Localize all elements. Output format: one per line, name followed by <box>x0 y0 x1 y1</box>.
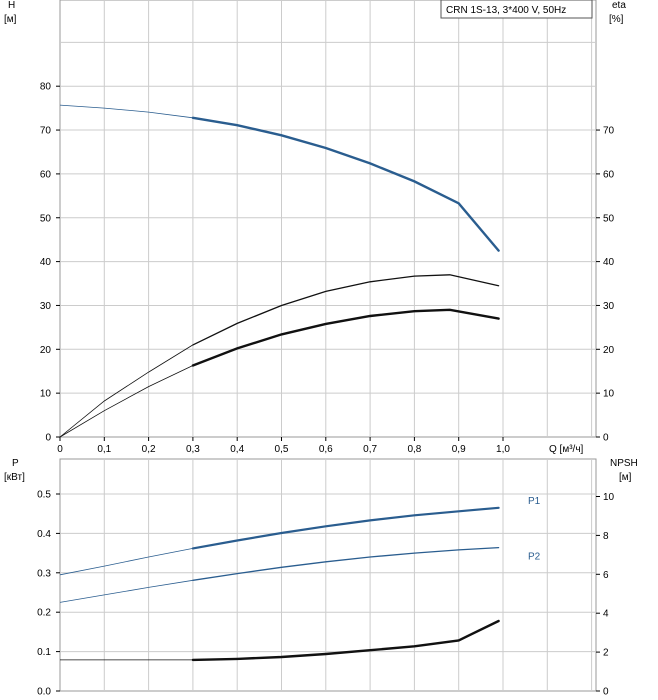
legend-box <box>440 0 593 19</box>
x-axis-label: Q [м³/ч] <box>549 444 584 455</box>
eta-total-curve-line-extrapolated <box>59 365 194 438</box>
eta-pump-curve-line <box>192 274 500 346</box>
left-tick-label: 60 <box>40 169 52 180</box>
x-tick-label: 0,5 <box>275 444 289 455</box>
x-tick-label: 0 <box>57 444 63 455</box>
left-tick-label: 40 <box>40 257 52 268</box>
right-tick-label: 40 <box>603 257 615 268</box>
left-tick-label: 0 <box>45 433 51 444</box>
p2-series-label: P2 <box>528 552 541 563</box>
right-tick-label: 30 <box>603 301 615 312</box>
npsh-tick-label: 8 <box>603 531 609 542</box>
x-tick-label: 0,4 <box>230 444 244 455</box>
right-tick-label: 20 <box>603 345 615 356</box>
npsh-tick-label: 6 <box>603 570 609 581</box>
left-tick-label: 50 <box>40 213 52 224</box>
power-tick-label: 0.1 <box>37 647 51 658</box>
left-tick-label: 80 <box>40 82 52 93</box>
bottom-plot-frame <box>59 458 597 692</box>
right-tick-label: 50 <box>603 213 615 224</box>
x-tick-label: 1,0 <box>496 444 510 455</box>
x-tick-label: 0,2 <box>142 444 156 455</box>
top-plot-frame <box>59 0 597 438</box>
head-curve-line <box>191 116 500 252</box>
x-tick-label: 0,6 <box>319 444 333 455</box>
x-tick-label: 0,3 <box>186 444 200 455</box>
left-axis-unit: [м] <box>4 14 17 25</box>
p1-series-label: P1 <box>528 496 541 507</box>
power-tick-label: 0.3 <box>37 568 51 579</box>
p1-curve-line-extrapolated <box>59 548 193 576</box>
left-tick-label: 70 <box>40 126 52 137</box>
right-tick-label: 0 <box>603 433 609 444</box>
power-tick-label: 0.0 <box>37 687 51 698</box>
npsh-curve-line <box>191 619 500 662</box>
npsh-tick-label: 10 <box>603 492 615 503</box>
x-tick-label: 0,7 <box>363 444 377 455</box>
left-axis-title: H <box>8 0 15 11</box>
left-tick-label: 20 <box>40 345 52 356</box>
power-tick-label: 0.5 <box>37 490 51 501</box>
power-axis-title: P <box>12 458 19 469</box>
eta-pump-curve-line-extrapolated <box>59 344 194 438</box>
npsh-tick-label: 4 <box>603 609 609 620</box>
right-axis-title: eta <box>612 0 626 11</box>
power-tick-label: 0.4 <box>37 529 51 540</box>
x-tick-label: 0,8 <box>407 444 421 455</box>
npsh-axis-unit: [м] <box>619 472 632 483</box>
left-tick-label: 30 <box>40 301 52 312</box>
x-tick-label: 0,1 <box>97 444 111 455</box>
right-tick-label: 60 <box>603 169 615 180</box>
npsh-tick-label: 2 <box>603 648 609 659</box>
npsh-tick-label: 0 <box>603 687 609 698</box>
p2-curve-line <box>192 546 500 581</box>
x-tick-label: 0,9 <box>452 444 466 455</box>
right-tick-label: 70 <box>603 126 615 137</box>
p1-curve-line <box>191 506 500 550</box>
power-axis-unit: [кВт] <box>4 472 25 483</box>
head-curve-line-extrapolated <box>59 104 193 119</box>
power-npsh-panel: 0.0 0.1 0.2 0.3 0.4 0.5 0 2 4 6 8 10 P [кВт] NPSH [м] P1… <box>4 458 638 698</box>
head-efficiency-panel: 0 10 20 30 40 50 60 70 80 0 10 20 30 40 50 60 70 0 0,1 0,2 0… <box>4 0 626 455</box>
left-tick-label: 10 <box>40 389 52 400</box>
power-tick-label: 0.2 <box>37 608 51 619</box>
right-axis-unit: [%] <box>609 14 624 25</box>
right-tick-label: 10 <box>603 389 615 400</box>
eta-total-curve-line <box>191 308 500 367</box>
p2-curve-line-extrapolated <box>59 579 193 603</box>
npsh-axis-title: NPSH <box>610 458 638 469</box>
legend-label: CRN 1S-13, 3*400 V, 50Hz <box>446 5 566 16</box>
